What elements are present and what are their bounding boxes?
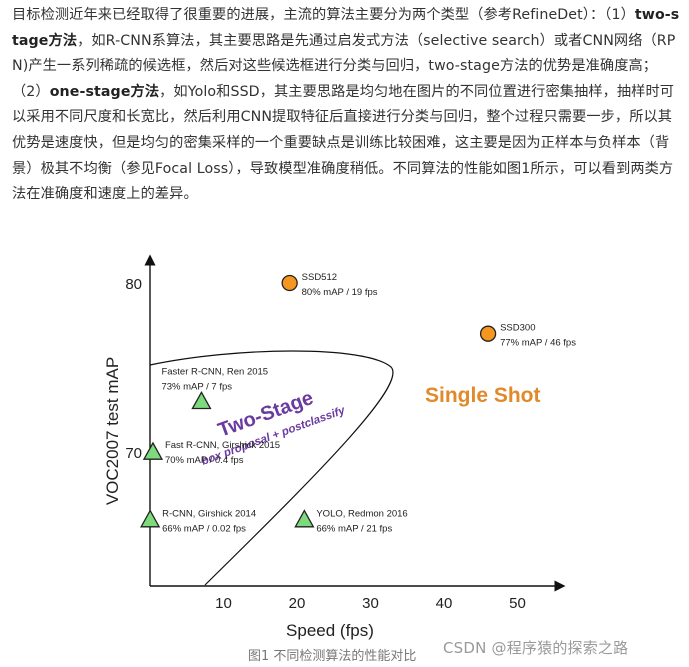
performance-figure: 10 20 30 40 50 70 80 Speed (fps) VOC2007 test mA…: [95, 252, 595, 647]
point-name-label: Fast R-CNN, Girshick 2015: [165, 440, 280, 451]
point-detail-label: 73% mAP / 7 fps: [161, 381, 232, 392]
x-tick-label: 30: [362, 595, 379, 612]
point-r-cnn-girshick-2014-marker: [140, 509, 161, 528]
point-detail-label: 77% mAP / 46 fps: [500, 338, 576, 349]
paragraph-text-1: 目标检测近年来已经取得了很重要的进展，主流的算法主要分为两个类型（参考Refin…: [12, 7, 635, 23]
two-stage-bold-term: two-stage方法: [12, 7, 680, 49]
x-tick-label: 40: [436, 595, 453, 612]
body-paragraph: 目标检测近年来已经取得了很重要的进展，主流的算法主要分为两个类型（参考Refin…: [12, 3, 680, 208]
x-axis-label: Speed (fps): [286, 621, 374, 640]
point-detail-label: 66% mAP / 0.02 fps: [162, 524, 246, 535]
point-faster-r-cnn-ren-2015-marker: [191, 390, 212, 410]
point-name-label: YOLO, Redmon 2016: [316, 509, 407, 520]
point-detail-label: 70% mAP / 0.4 fps: [165, 455, 244, 466]
x-tick-label: 50: [509, 595, 526, 612]
point-ssd512-marker: [281, 274, 298, 292]
performance-chart: 10 20 30 40 50 70 80 Speed (fps) VOC2007 test mA…: [103, 254, 576, 640]
two-stage-boundary-curve: [149, 350, 394, 586]
point-yolo-redmon-2016-marker: [294, 509, 315, 528]
one-stage-bold-term: one-stage方法: [49, 83, 160, 100]
point-name-label: R-CNN, Girshick 2014: [162, 509, 256, 520]
figure-caption: 图1 不同检测算法的性能对比: [248, 649, 417, 664]
paragraph-text-3: ，如Yolo和SSD，其主要思路是均匀地在图片的不同位置进行密集抽样，抽样时可以…: [12, 83, 675, 203]
point-ssd300-marker: [479, 325, 497, 342]
point-fast-r-cnn-girshick-2015-marker: [142, 441, 164, 460]
point-name-label: SSD512: [302, 272, 337, 283]
x-tick-label: 10: [215, 595, 232, 612]
y-tick-label: 70: [125, 445, 142, 462]
csdn-watermark: CSDN @程序猿的探索之路: [443, 639, 629, 657]
point-detail-label: 80% mAP / 19 fps: [302, 287, 378, 298]
y-tick-label: 80: [125, 276, 142, 293]
y-axis-label: VOC2007 test mAP: [103, 357, 122, 505]
point-name-label: Faster R-CNN, Ren 2015: [161, 366, 268, 377]
point-name-label: SSD300: [500, 323, 535, 334]
single-shot-region-label: Single Shot: [425, 384, 541, 407]
point-detail-label: 66% mAP / 21 fps: [316, 524, 392, 535]
paragraph-text-2: ，如R-CNN系算法，其主要思路是先通过启发式方法（selective sear…: [12, 32, 676, 100]
x-tick-label: 20: [289, 595, 306, 612]
